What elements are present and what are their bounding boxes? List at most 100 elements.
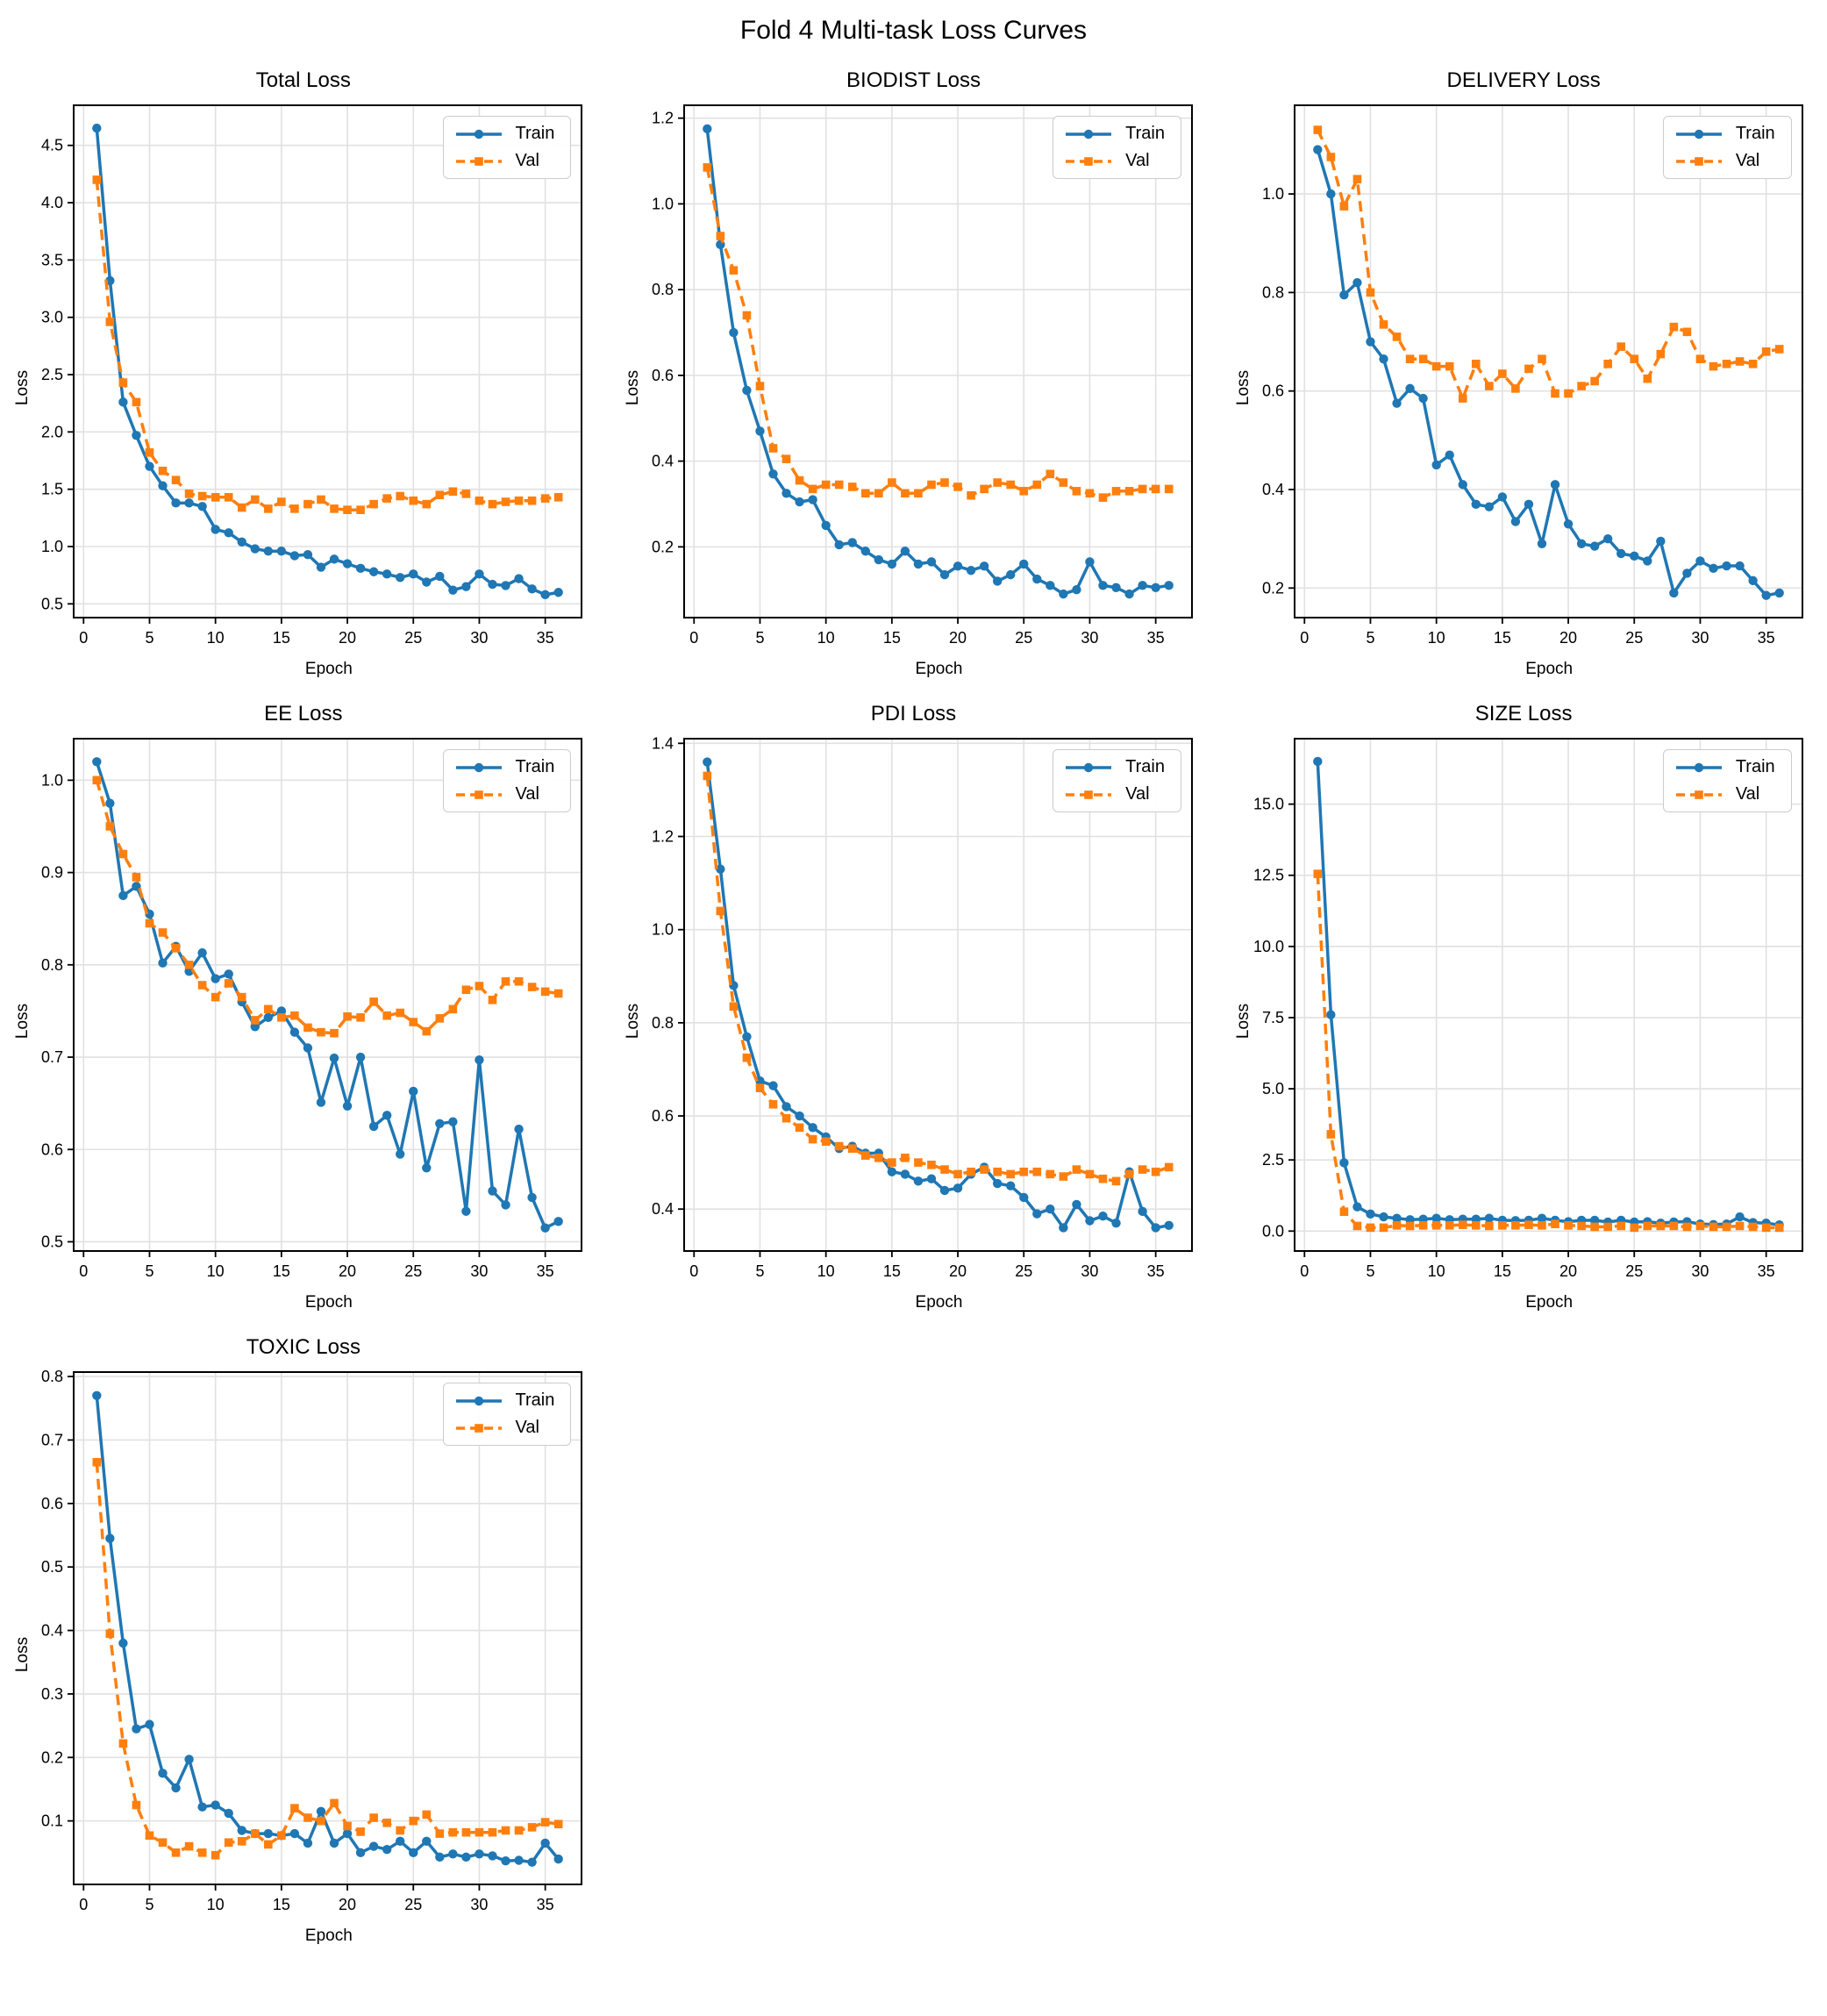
chart-title: EE Loss (264, 702, 343, 726)
svg-text:0.8: 0.8 (41, 1368, 63, 1385)
svg-text:25: 25 (405, 1262, 423, 1280)
plot-area: 0 5 10 15 20 25 30 35 0.2 0.4 0.6 0.8 1.0 (1262, 104, 1803, 647)
legend-item-val: Val (1064, 784, 1165, 804)
svg-text:30: 30 (1081, 1262, 1098, 1280)
svg-text:15.0: 15.0 (1253, 796, 1284, 813)
legend: Train Val (1662, 749, 1792, 812)
x-axis-label: Epoch (915, 1293, 963, 1312)
svg-text:20: 20 (339, 1896, 356, 1913)
legend-item-val: Val (1674, 151, 1775, 171)
svg-text:35: 35 (1757, 1262, 1774, 1280)
svg-text:15: 15 (1494, 629, 1511, 647)
svg-text:0.9: 0.9 (41, 864, 63, 882)
svg-text:7.5: 7.5 (1262, 1009, 1284, 1026)
legend-item-train: Train (1674, 757, 1775, 777)
svg-text:0.5: 0.5 (41, 1558, 63, 1576)
train-line-sample (455, 762, 502, 772)
svg-text:12.5: 12.5 (1253, 867, 1284, 884)
y-axis-label: Loss (13, 1003, 32, 1040)
legend-item-val: Val (454, 784, 555, 804)
svg-text:0.4: 0.4 (41, 1622, 63, 1640)
svg-text:35: 35 (1147, 1262, 1165, 1280)
y-axis-label: Loss (1233, 1003, 1252, 1040)
svg-text:35: 35 (1757, 629, 1774, 647)
legend: Train Val (1053, 749, 1181, 812)
plot-wrap: Loss 0 5 10 15 20 25 30 35 0.4 0.6 0.8 1.0 1.2 1.4 Tr… (624, 730, 1201, 1312)
svg-text:0.4: 0.4 (652, 453, 674, 470)
train-line-sample (1066, 762, 1112, 772)
val-line-sample (1066, 156, 1112, 166)
svg-text:0.5: 0.5 (41, 1233, 63, 1250)
svg-text:0.2: 0.2 (41, 1748, 63, 1766)
val-line-sample (455, 790, 502, 799)
svg-text:15: 15 (883, 1262, 901, 1280)
svg-text:30: 30 (1081, 629, 1098, 647)
svg-text:10: 10 (1427, 629, 1445, 647)
svg-text:20: 20 (1559, 1262, 1577, 1280)
legend-label-val: Val (515, 151, 539, 170)
val-line-sample (1066, 790, 1112, 799)
svg-text:0: 0 (80, 1896, 89, 1913)
legend-item-train: Train (1064, 757, 1165, 777)
svg-text:20: 20 (339, 1262, 356, 1280)
chart-title: SIZE Loss (1474, 702, 1573, 726)
svg-text:5: 5 (146, 1262, 154, 1280)
svg-text:30: 30 (1691, 1262, 1709, 1280)
svg-text:0: 0 (689, 1262, 698, 1280)
plot-wrap: Loss 0 5 10 15 20 25 30 35 0.0 2.5 5.0 7.5 10.0 12.5 1… (1233, 730, 1811, 1312)
x-axis-label: Epoch (1525, 660, 1574, 678)
legend-item-train: Train (1064, 124, 1165, 144)
svg-text:20: 20 (949, 629, 967, 647)
svg-text:1.0: 1.0 (41, 538, 63, 555)
legend-label-val: Val (515, 784, 539, 804)
legend: Train Val (1662, 116, 1792, 179)
legend-label-val: Val (1125, 151, 1150, 170)
chart-title: TOXIC Loss (246, 1335, 360, 1359)
svg-text:5: 5 (755, 1262, 764, 1280)
svg-text:30: 30 (471, 1262, 489, 1280)
plot-area: 0 5 10 15 20 25 30 35 0.5 0.6 0.7 0.8 0.9 1.0 (41, 738, 583, 1280)
legend: Train Val (442, 116, 572, 179)
svg-text:30: 30 (471, 1896, 489, 1913)
chart-title: BIODIST Loss (846, 68, 981, 92)
train-line-sample (1675, 762, 1722, 772)
svg-text:1.0: 1.0 (652, 921, 674, 939)
svg-text:20: 20 (949, 1262, 967, 1280)
svg-text:35: 35 (537, 629, 554, 647)
svg-text:5: 5 (1366, 629, 1374, 647)
plot-area: 0 5 10 15 20 25 30 35 0.5 1.0 1.5 2.0 2.5 3.0 3.5 4.0 4.… (41, 104, 583, 647)
svg-text:4.0: 4.0 (41, 194, 63, 211)
legend-label-val: Val (1125, 784, 1150, 804)
val-line-sample (1675, 156, 1722, 166)
svg-text:0: 0 (80, 629, 89, 647)
chart-ee-loss: EE Loss Loss 0 5 10 15 20 25 30 35 0.5 0.6 0.7 0.8 0… (13, 702, 593, 1312)
svg-text:35: 35 (1147, 629, 1165, 647)
svg-text:20: 20 (339, 629, 356, 647)
svg-text:5: 5 (1366, 1262, 1374, 1280)
x-axis-label: Epoch (304, 1927, 353, 1945)
legend-label-train: Train (515, 124, 555, 143)
svg-text:10: 10 (817, 629, 835, 647)
svg-text:1.2: 1.2 (652, 110, 674, 127)
svg-text:35: 35 (537, 1896, 554, 1913)
svg-text:0: 0 (689, 629, 698, 647)
svg-text:15: 15 (1494, 1262, 1511, 1280)
svg-text:0.6: 0.6 (1262, 382, 1284, 400)
svg-text:2.5: 2.5 (1262, 1151, 1284, 1169)
svg-text:15: 15 (273, 629, 290, 647)
legend-label-train: Train (1735, 757, 1775, 776)
chart-title: Total Loss (255, 68, 351, 92)
legend-item-train: Train (454, 1390, 554, 1411)
svg-text:0: 0 (80, 1262, 89, 1280)
svg-text:10: 10 (207, 1262, 225, 1280)
svg-text:25: 25 (1015, 629, 1032, 647)
svg-text:0.6: 0.6 (652, 367, 674, 384)
train-line-sample (455, 1396, 502, 1405)
chart-size-loss: SIZE Loss Loss 0 5 10 15 20 25 30 35 0.0 2.5 5.0 7.… (1234, 702, 1813, 1312)
legend: Train Val (442, 1383, 572, 1446)
svg-text:5: 5 (146, 629, 154, 647)
legend-item-val: Val (454, 1418, 555, 1438)
plot-wrap: Loss 0 5 10 15 20 25 30 35 0.1 0.2 0.3 0.4 0.5 0.6 0.7… (13, 1363, 590, 1946)
chart-toxic-loss: TOXIC Loss Loss 0 5 10 15 20 25 30 35 0.1 0.2 0.3 0… (13, 1335, 593, 1946)
svg-text:0.4: 0.4 (652, 1200, 674, 1218)
